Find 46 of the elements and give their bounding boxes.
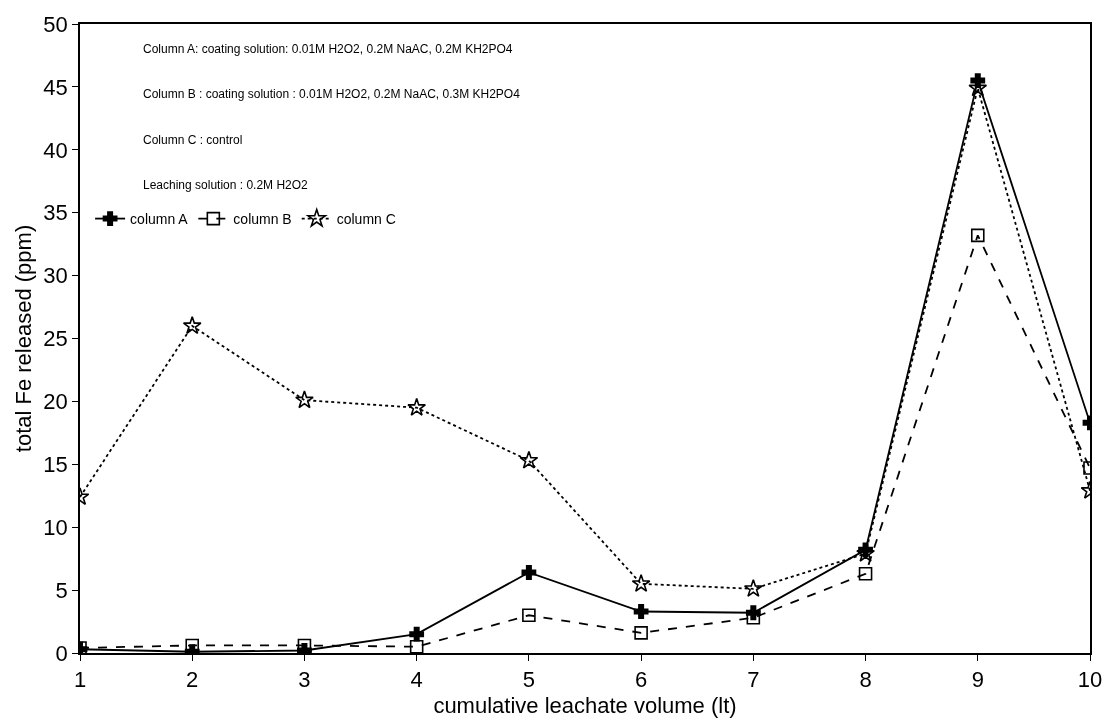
point [634,626,648,640]
y-tick-label: 15 [43,452,68,477]
annotation: Leaching solution : 0.2M H2O2 [143,178,309,192]
point [522,608,536,623]
point [631,573,651,592]
x-tick-label: 10 [1077,667,1103,693]
y-tick-label: 0 [55,640,68,666]
x-tick-label: 5 [522,667,536,693]
y-tick-label: 10 [43,514,68,540]
y-tick-label: 35 [43,200,68,226]
point [407,397,427,416]
y-axis-title: total Fe released (ppm) [10,224,36,453]
x-tick-label: 2 [186,667,199,693]
legend-label: column B [233,211,292,228]
point [970,228,985,243]
y-tick-label: 50 [43,11,68,37]
point [294,390,314,409]
x-tick-label: 9 [971,667,984,693]
x-tick-label: 1 [73,667,87,693]
legend-label: column A [130,211,189,228]
point [182,316,202,335]
point [633,604,649,619]
point [746,610,761,625]
y-tick-label: 25 [43,326,68,352]
point [858,566,873,581]
annotation: Column A: coating solution: 0.01M H2O2, 0.2M NaAC, 0.2M KH2PO4 [143,42,513,56]
y-tick-label: 30 [43,263,68,289]
x-tick-label: 6 [634,667,648,693]
point [409,639,424,653]
x-tick-label: 7 [747,667,760,693]
point [297,638,312,653]
annotation: Column B : coating solution : 0.01M H2O2, 0.2M NaAC, 0.3M KH2PO4 [143,87,521,101]
x-tick-label: 8 [859,667,872,693]
y-tick-label: 45 [43,74,68,100]
x-tick-label: 4 [410,667,423,693]
point [409,626,425,642]
y-tick-label: 40 [43,137,68,163]
legend-label: column C [336,211,396,228]
y-tick-label: 5 [55,577,68,603]
y-tick-label: 20 [43,389,68,415]
point [743,578,763,597]
x-axis-title: cumulative leachate volume (lt) [433,692,737,718]
point [519,450,539,469]
annotation: Column C : control [143,133,243,147]
point [521,565,537,580]
x-tick-label: 3 [298,667,311,693]
